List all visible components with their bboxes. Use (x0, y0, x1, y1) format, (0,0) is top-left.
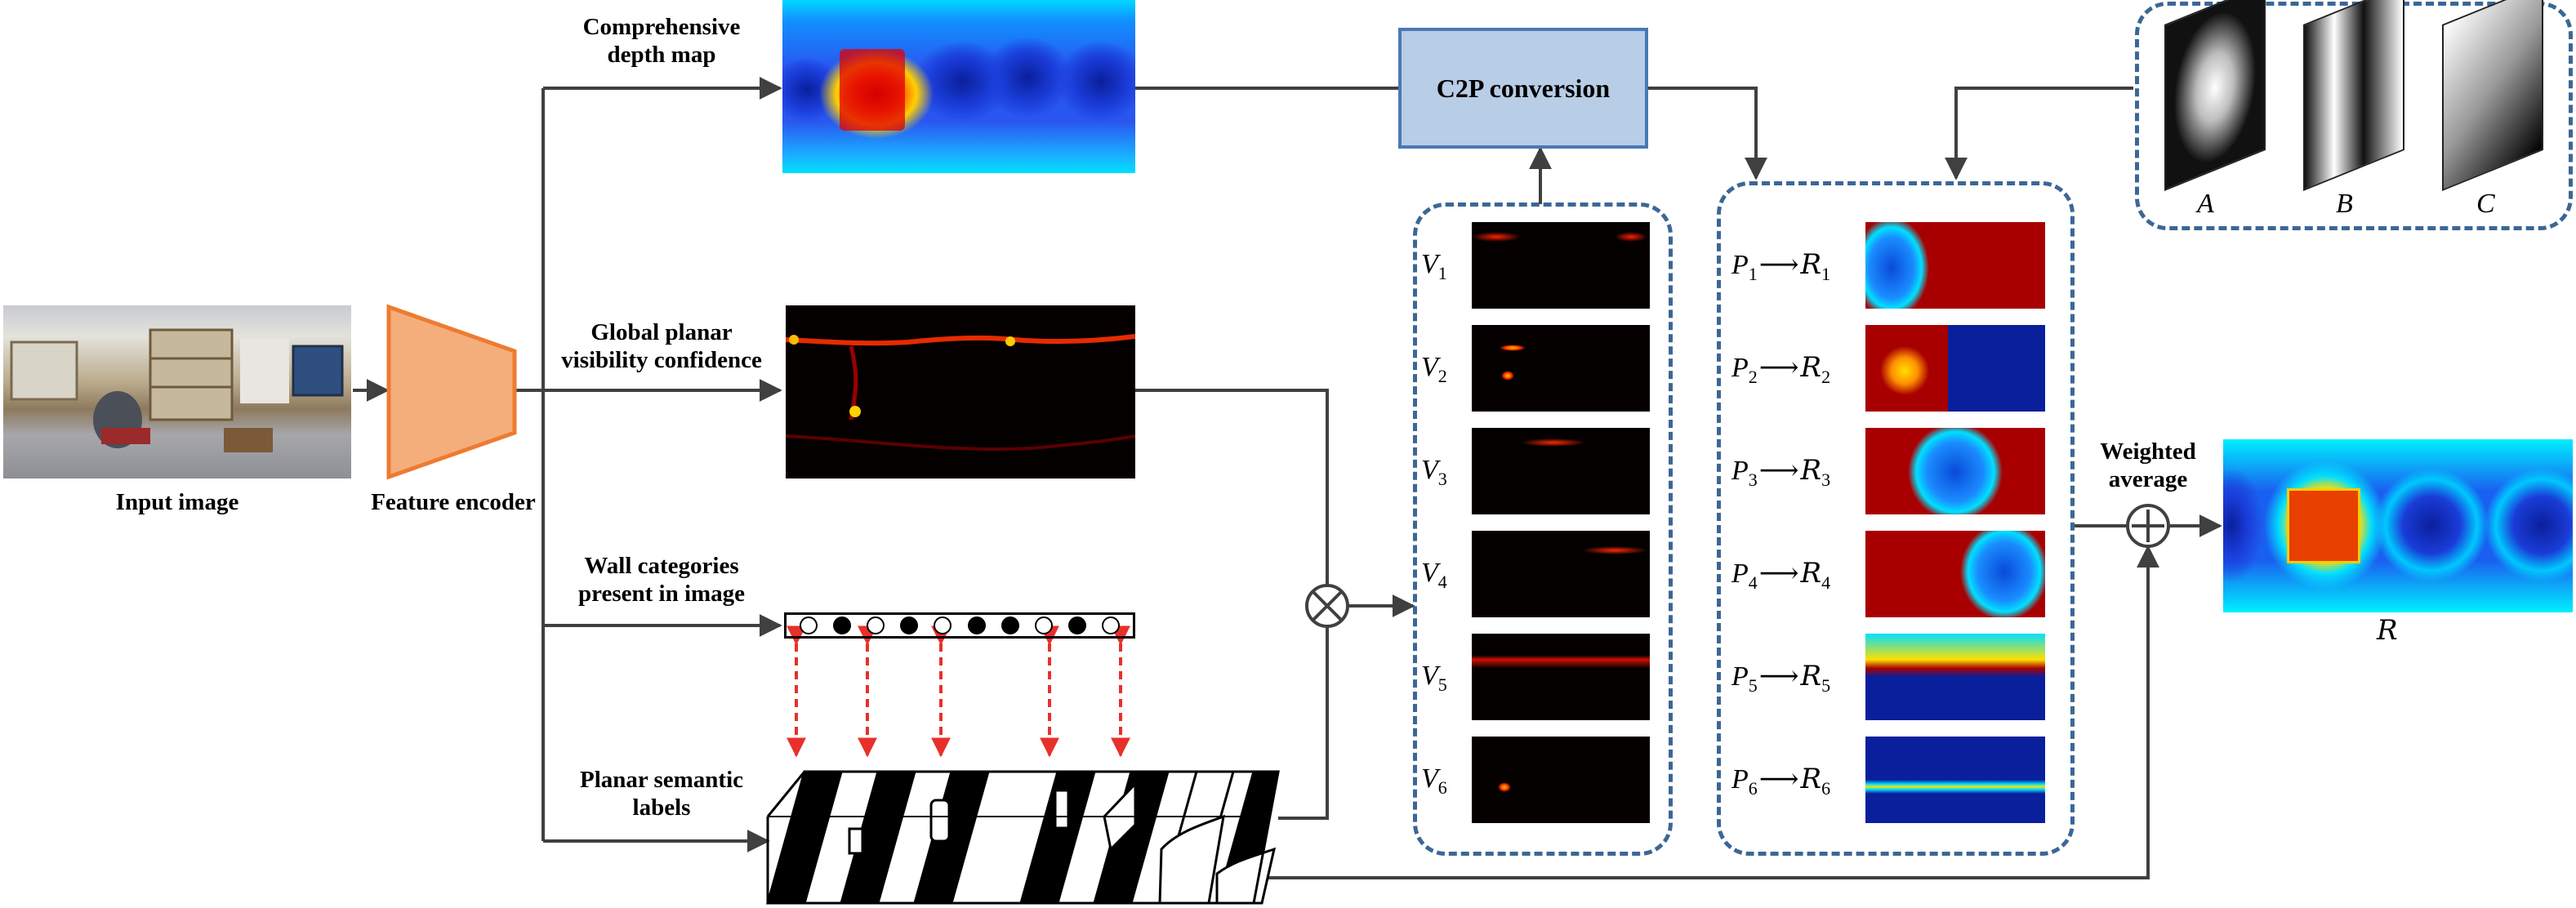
visibility-map-thumbnail (1472, 634, 1650, 720)
wall-category-dot (832, 616, 851, 634)
result-symbol: R (2377, 614, 2398, 647)
visibility-map-list: V1 V2 V3 V4 V5 V6 (1421, 219, 1666, 836)
mapping-arrow-icon: ⟶ (1758, 764, 1799, 794)
planar-depth-row: P3⟶R3 (1731, 425, 2058, 527)
mapping-arrow-icon: ⟶ (1758, 353, 1799, 383)
input-image-label: Input image (115, 489, 239, 515)
planar-depth-thumbnail (1865, 428, 2045, 514)
feature-encoder-label: Feature encoder (371, 489, 536, 515)
planar-depth-thumbnail (1865, 737, 2045, 823)
wall-category-dot (900, 616, 919, 634)
wall-category-dot (866, 616, 885, 634)
c2p-conversion-block: C2P conversion (1398, 28, 1648, 149)
planar-depth-row: P4⟶R4 (1731, 527, 2058, 630)
multiply-operator (1305, 584, 1349, 628)
visibility-map-row: V1 (1421, 219, 1666, 322)
basis-map-a (2164, 0, 2266, 191)
wall-category-dot (1102, 616, 1121, 634)
basis-label-c: C (2476, 189, 2495, 219)
planar-depth-symbol: P3⟶R3 (1731, 454, 1831, 490)
depth-map-image (782, 0, 1135, 173)
basis-label-b: B (2336, 189, 2353, 219)
wall-category-dot (934, 616, 952, 634)
planar-depth-symbol: P5⟶R5 (1731, 660, 1831, 696)
wall-category-dot (967, 616, 986, 634)
planar-depth-symbol: P6⟶R6 (1731, 763, 1831, 799)
visibility-map-thumbnail (1472, 428, 1650, 514)
visibility-confidence-image (786, 305, 1135, 478)
wall-category-strip (784, 612, 1135, 639)
basis-map-c (2442, 0, 2543, 191)
visibility-map-symbol: V2 (1421, 352, 1447, 386)
mapping-arrow-icon: ⟶ (1758, 250, 1799, 280)
planar-depth-list: P1⟶R1 P2⟶R2 P3⟶R3 P4⟶R4 P5⟶R5 P6⟶R6 (1731, 219, 2058, 836)
visibility-map-thumbnail (1472, 325, 1650, 412)
final-near-region (2287, 488, 2360, 563)
planar-depth-row: P1⟶R1 (1731, 219, 2058, 322)
c2p-conversion-label: C2P conversion (1436, 73, 1611, 103)
mapping-arrow-icon: ⟶ (1758, 456, 1799, 486)
basis-map-b (2303, 0, 2404, 191)
weighted-average-label: Weighted average (2100, 438, 2196, 492)
planar-depth-thumbnail (1865, 222, 2045, 309)
visibility-map-thumbnail (1472, 222, 1650, 309)
visibility-map-thumbnail (1472, 737, 1650, 823)
visibility-map-symbol: V6 (1421, 763, 1447, 798)
planar-depth-symbol: P1⟶R1 (1731, 248, 1831, 284)
visibility-map-symbol: V4 (1421, 558, 1447, 592)
visibility-map-symbol: V1 (1421, 249, 1447, 283)
planar-depth-panel (1717, 181, 2075, 856)
depth-map-label: Comprehensive depth map (582, 14, 741, 68)
planar-depth-thumbnail (1865, 634, 2045, 720)
semantic-labels-label: Planar semantic labels (579, 767, 744, 821)
visibility-map-row: V6 (1421, 733, 1666, 836)
visibility-map-row: V5 (1421, 630, 1666, 733)
planar-depth-row: P2⟶R2 (1731, 322, 2058, 425)
basis-label-a: A (2197, 189, 2214, 219)
visibility-map-thumbnail (1472, 531, 1650, 617)
visibility-map-symbol: V3 (1421, 455, 1447, 489)
visibility-map-row: V4 (1421, 527, 1666, 630)
planar-depth-thumbnail (1865, 531, 2045, 617)
planar-depth-symbol: P2⟶R2 (1731, 351, 1831, 387)
planar-depth-row: P5⟶R5 (1731, 630, 2058, 733)
depth-near-region (840, 49, 905, 131)
visibility-map-row: V3 (1421, 425, 1666, 527)
planar-depth-symbol: P4⟶R4 (1731, 557, 1831, 593)
basis-maps-row: A B C (2156, 0, 2565, 220)
mapping-arrow-icon: ⟶ (1758, 559, 1799, 589)
wall-category-dot (1068, 616, 1087, 634)
visibility-label: Global planar visibility confidence (561, 319, 762, 373)
wall-categories-label: Wall categories present in image (577, 553, 746, 607)
wall-category-dot (1034, 616, 1053, 634)
wall-category-dot (1001, 616, 1019, 634)
planar-depth-thumbnail (1865, 325, 2045, 412)
mapping-arrow-icon: ⟶ (1758, 661, 1799, 692)
wall-category-dot (799, 616, 818, 634)
input-panorama-image (3, 305, 351, 478)
visibility-maps-panel (1413, 203, 1673, 856)
visibility-map-row: V2 (1421, 322, 1666, 425)
planar-depth-row: P6⟶R6 (1731, 733, 2058, 836)
final-depth-image (2223, 439, 2573, 612)
visibility-map-symbol: V5 (1421, 661, 1447, 695)
sum-operator (2126, 504, 2170, 548)
